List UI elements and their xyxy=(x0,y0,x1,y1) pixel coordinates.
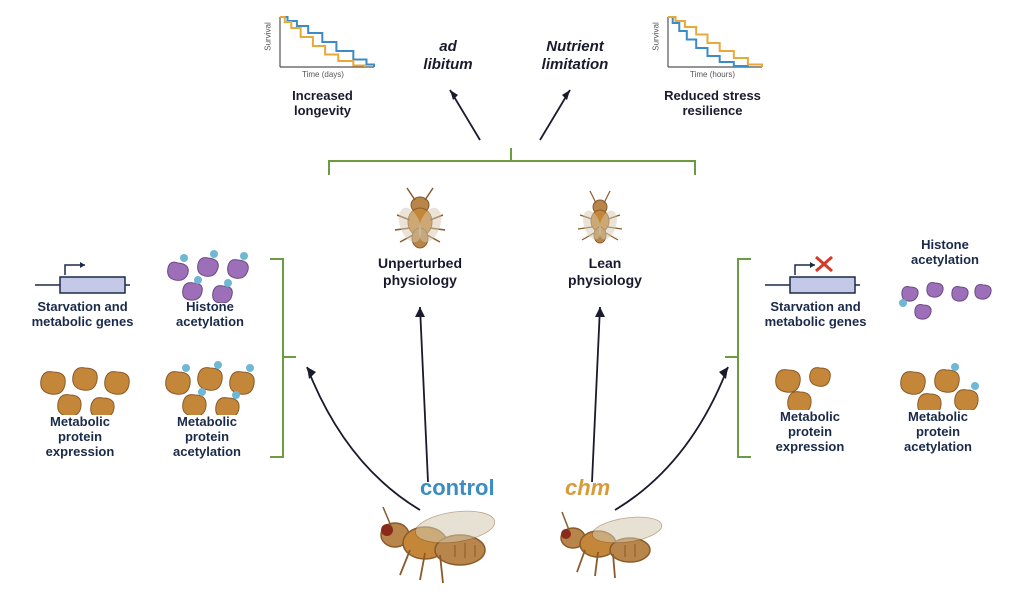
unperturbed-fly xyxy=(385,180,455,255)
top-bracket xyxy=(328,160,696,175)
right-histone-label: Histone acetylation xyxy=(895,238,995,268)
stress-chart: Survival Time (hours) xyxy=(650,12,770,92)
chart-y-label: Survival xyxy=(652,22,661,50)
chart-x-label: Time (days) xyxy=(302,70,344,79)
right-histone-icon xyxy=(895,275,995,325)
left-protein-acet-icon xyxy=(160,360,260,420)
longevity-chart: Survival Time (days) xyxy=(262,12,382,92)
left-protein-acet-label: Metabolic protein acetylation xyxy=(157,415,257,460)
stress-label: Reduced stress resilience xyxy=(640,88,785,118)
left-histone-label: Histone acetylation xyxy=(160,300,260,330)
right-protein-acet-label: Metabolic protein acetylation xyxy=(888,410,988,455)
right-protein-acet-icon xyxy=(895,360,990,415)
chart-y-label: Survival xyxy=(264,22,273,50)
left-bracket xyxy=(270,258,284,458)
right-gene-icon xyxy=(760,255,865,305)
unperturbed-label: Unperturbed physiology xyxy=(355,255,485,289)
right-starvation-label: Starvation and metabolic genes xyxy=(753,300,878,330)
longevity-label: Increased longevity xyxy=(255,88,390,118)
right-protein-exp-label: Metabolic protein expression xyxy=(760,410,860,455)
arrow-to-nutrient xyxy=(530,80,580,150)
arrow-chm-to-right xyxy=(600,355,740,520)
left-protein-exp-label: Metabolic protein expression xyxy=(30,415,130,460)
right-protein-exp-icon xyxy=(770,360,860,415)
left-protein-exp-icon xyxy=(35,360,135,420)
arrow-to-adlibitum xyxy=(440,80,490,150)
top-bracket-stem xyxy=(510,148,512,160)
ad-libitum-label: ad libitum xyxy=(408,38,488,74)
arrow-control-to-unperturbed xyxy=(408,297,448,492)
nutrient-limitation-label: Nutrient limitation xyxy=(525,38,625,74)
left-starvation-label: Starvation and metabolic genes xyxy=(20,300,145,330)
lean-label: Lean physiology xyxy=(555,255,655,289)
chart-x-label: Time (hours) xyxy=(690,70,735,79)
lean-fly xyxy=(570,185,630,252)
